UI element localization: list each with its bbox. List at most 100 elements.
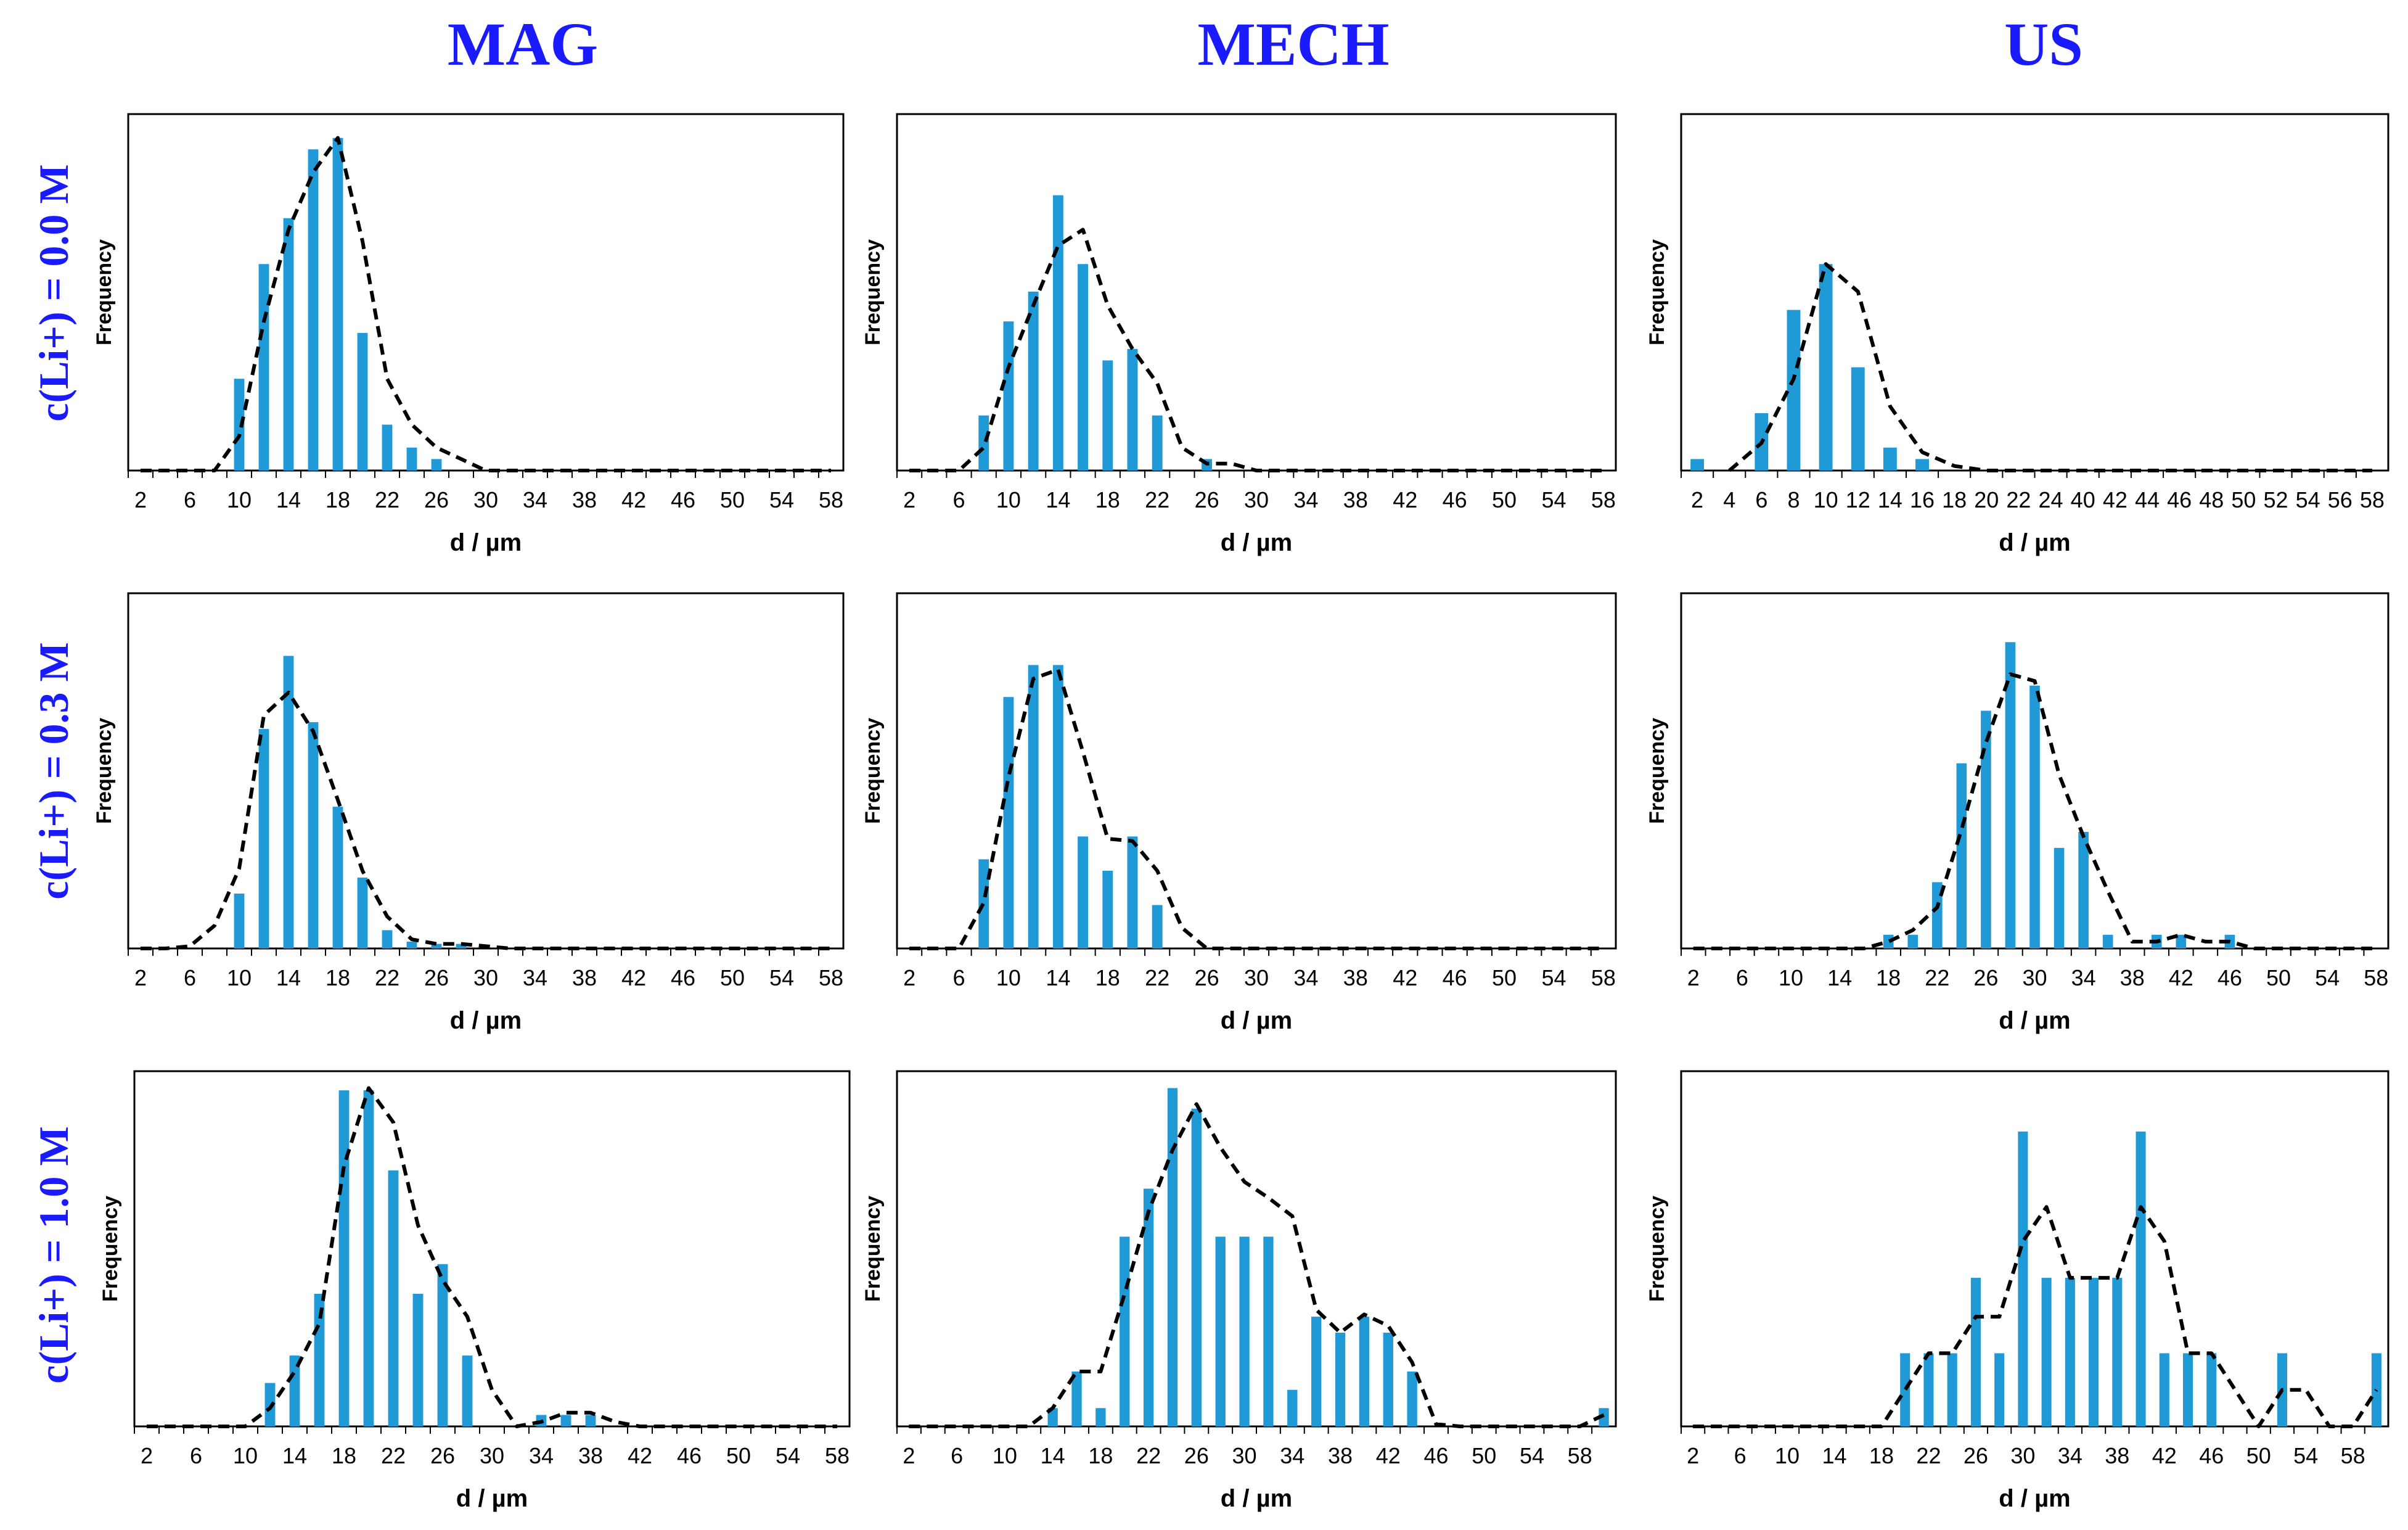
x-tick-label: 42 <box>1393 487 1417 512</box>
x-tick-label: 54 <box>2315 965 2340 990</box>
histogram-bar <box>1127 348 1138 471</box>
x-tick-label: 30 <box>1232 1443 1257 1468</box>
x-tick-label: 50 <box>720 487 745 512</box>
histogram-bar <box>1028 291 1039 471</box>
x-tick-label: 58 <box>2364 965 2388 990</box>
histogram-bar <box>1970 1278 1981 1426</box>
x-tick-label: 58 <box>2360 487 2385 512</box>
x-axis-label: d / µm <box>1221 529 1292 556</box>
x-tick-label: 12 <box>1846 487 1870 512</box>
histogram-bar <box>1052 195 1063 471</box>
x-tick-label: 30 <box>2010 1443 2035 1468</box>
x-tick-label: 38 <box>572 965 597 990</box>
x-tick-label: 14 <box>1827 965 1852 990</box>
distribution-curve <box>141 690 831 950</box>
panel-mag-1.0: 2 6 10 14 18 22 26 30 34 38 42 46 50 54 58d / µmFreque… <box>99 1070 851 1512</box>
histogram-bar <box>431 944 442 948</box>
x-tick-label: 14 <box>1878 487 1902 512</box>
y-axis-label: Frequency <box>92 718 116 824</box>
x-tick-label: 42 <box>2152 1443 2177 1468</box>
x-tick-label: 42 <box>621 965 646 990</box>
x-tick-label: 22 <box>375 965 399 990</box>
x-tick-label: 54 <box>2296 487 2320 512</box>
x-tick-label: 30 <box>1244 965 1269 990</box>
histogram-bar <box>1120 1236 1130 1426</box>
x-tick-label: 6 <box>184 487 196 512</box>
x-tick-label: 54 <box>1541 965 1566 990</box>
distribution-curve <box>909 228 1603 472</box>
histogram-bar <box>1152 905 1163 948</box>
histogram-bar <box>1127 836 1138 948</box>
x-tick-label: 14 <box>1041 1443 1065 1468</box>
histogram-bar <box>1078 264 1088 471</box>
panel-us-0.3: 2 6 10 14 18 22 26 30 34 38 42 46 50 54 58d / µmFreque… <box>1645 592 2390 1034</box>
x-axis-label: d / µm <box>1221 1007 1292 1034</box>
x-tick-label: 30 <box>480 1443 504 1468</box>
x-tick-label: 58 <box>825 1443 850 1468</box>
y-axis-label: Frequency <box>861 1196 885 1302</box>
x-tick-label: 46 <box>1443 965 1467 990</box>
plot-frame <box>896 1070 1617 1428</box>
x-tick-label: 50 <box>1492 487 1517 512</box>
x-tick-label: 6 <box>953 965 965 990</box>
histogram-bar <box>560 1415 571 1426</box>
histogram-bar <box>1167 1088 1178 1426</box>
x-tick-label: 10 <box>227 965 252 990</box>
histogram-bar <box>1359 1317 1370 1426</box>
histogram-bar <box>1003 321 1014 471</box>
x-tick-label: 34 <box>523 487 547 512</box>
histogram-bar <box>264 1383 276 1426</box>
row-title-2: c(Li+) = 1.0 M <box>30 1126 77 1383</box>
x-tick-label: 50 <box>1472 1443 1496 1468</box>
histogram-bar <box>406 941 417 948</box>
histogram-bar <box>2206 1353 2217 1426</box>
x-tick-label: 30 <box>1244 487 1269 512</box>
x-tick-label: 34 <box>2058 1443 2082 1468</box>
histogram-bar <box>2078 831 2089 948</box>
x-tick-label: 6 <box>1736 965 1748 990</box>
x-tick-label: 18 <box>1095 487 1120 512</box>
x-tick-label: 52 <box>2263 487 2288 512</box>
histogram-bar <box>412 1294 424 1426</box>
x-tick-label: 18 <box>1876 965 1901 990</box>
panel-us-1.0: 2 6 10 14 18 22 26 30 34 38 42 46 50 54 58d / µmFreque… <box>1645 1070 2390 1512</box>
panel-mech-0.0: 2 6 10 14 18 22 26 30 34 38 42 46 50 54 58d / µmFreque… <box>861 113 1617 556</box>
histogram-bar <box>1311 1317 1322 1426</box>
histogram-bar <box>1143 1188 1154 1426</box>
x-tick-label: 54 <box>1520 1443 1544 1468</box>
x-tick-label: 18 <box>1088 1443 1113 1468</box>
x-tick-label: 14 <box>276 965 301 990</box>
histogram-bar <box>308 149 319 471</box>
histogram-bar <box>2182 1353 2193 1426</box>
x-tick-label: 26 <box>1973 965 1998 990</box>
x-tick-label: 10 <box>1779 965 1803 990</box>
x-tick-label: 34 <box>1293 965 1318 990</box>
x-tick-label: 26 <box>430 1443 455 1468</box>
x-tick-label: 42 <box>1393 965 1417 990</box>
x-tick-label: 26 <box>1964 1443 1988 1468</box>
x-tick-label: 14 <box>1046 487 1070 512</box>
x-tick-label: 38 <box>1343 965 1368 990</box>
x-tick-label: 26 <box>1195 965 1219 990</box>
histogram-bar <box>1981 710 1991 948</box>
x-tick-label: 2 <box>903 1443 915 1468</box>
x-tick-label: 56 <box>2328 487 2353 512</box>
histogram-bar <box>462 1355 473 1426</box>
x-axis-label: d / µm <box>450 529 522 556</box>
histogram-bar <box>2018 1131 2028 1426</box>
x-tick-label: 18 <box>326 487 350 512</box>
plot-frame <box>127 592 845 950</box>
row-title-0: c(Li+) = 0.0 M <box>30 164 77 421</box>
x-tick-label: 30 <box>2022 965 2047 990</box>
distribution-curve <box>909 1102 1605 1428</box>
x-tick-label: 22 <box>2006 487 2031 512</box>
histogram-bar <box>1215 1236 1226 1426</box>
x-tick-label: 46 <box>677 1443 702 1468</box>
x-tick-label: 54 <box>769 487 794 512</box>
histogram-bar <box>2005 642 2016 948</box>
x-tick-label: 26 <box>424 487 449 512</box>
column-title-mech: MECH <box>1197 10 1389 78</box>
x-tick-label: 46 <box>2218 965 2242 990</box>
y-axis-label: Frequency <box>99 1196 122 1302</box>
histogram-bar <box>406 447 417 471</box>
